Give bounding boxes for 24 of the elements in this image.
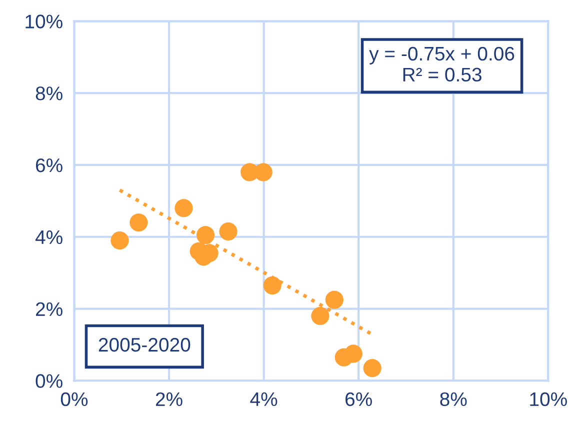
y-tick-label: 8% [36,86,62,100]
x-tick-label: 4% [250,392,278,406]
annotation: 2005-2020 [98,338,190,352]
y-tick-label: 0% [36,374,62,388]
y-tick-label: 6% [36,158,62,172]
x-tick-label: 8% [440,392,467,406]
x-tick-label: 10% [530,392,567,406]
point [311,306,330,326]
y-tick-label: 2% [36,302,62,316]
y-tick-label: 10% [26,14,62,28]
point [363,359,382,378]
point [130,213,148,232]
x-tick-label: 0% [60,392,88,406]
y-tick-label: 4% [35,230,62,244]
point [325,290,344,309]
point [196,226,215,244]
annotation: y = -0.75x + 0.06 R² = 0.53 [369,46,514,82]
point [174,199,193,218]
x-tick-label: 6% [346,392,372,406]
point [263,276,282,294]
point [110,231,129,250]
point [219,222,238,241]
point [344,344,362,363]
x-tick-label: 2% [156,392,182,406]
